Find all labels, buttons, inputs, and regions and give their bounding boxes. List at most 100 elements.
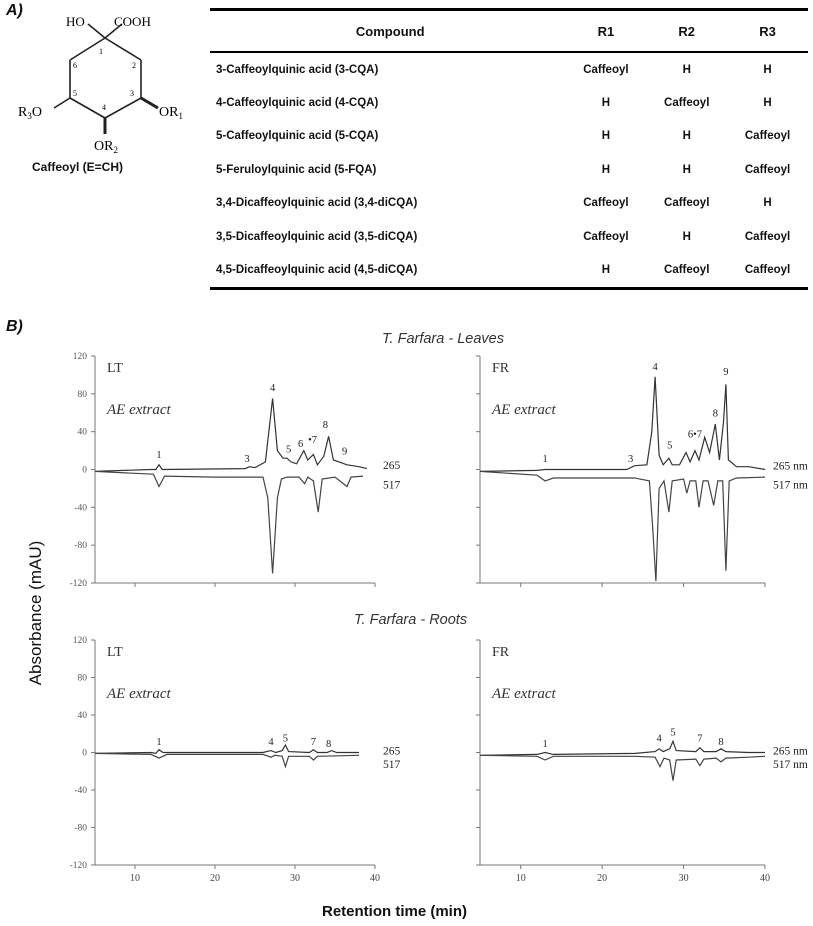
- peak-label: 1: [543, 454, 548, 465]
- structure-pos-2: 2: [132, 61, 136, 70]
- x-tick-label: 30: [290, 873, 300, 884]
- x-tick-label: 10: [516, 873, 526, 884]
- peak-label: 5: [667, 441, 672, 452]
- y-tick-label: 80: [78, 674, 88, 684]
- x-tick-label: 40: [370, 873, 380, 884]
- y-tick-label: -40: [74, 786, 87, 796]
- series-line-517nm: [479, 470, 766, 582]
- structure-pos-6: 6: [73, 61, 77, 70]
- x-tick-label: 20: [597, 873, 607, 884]
- y-tick-label: 40: [78, 428, 88, 438]
- table-row: 3-Caffeoylquinic acid (3-CQA) Caffeoyl H H: [210, 52, 808, 86]
- r1-cell: Caffeoyl: [583, 63, 629, 76]
- peak-label: 3: [244, 454, 249, 465]
- structure-pos-3: 3: [130, 89, 134, 98]
- series-line-265nm: [479, 376, 766, 472]
- peak-label: 4: [652, 362, 658, 373]
- method-label: LT: [107, 645, 123, 660]
- structure-or2: OR2: [94, 139, 118, 155]
- table-row: 5-Feruloylquinic acid (5-FQA) H H Caffeoyl: [210, 153, 808, 186]
- channel-label: 517 nm: [773, 759, 808, 771]
- series-line-517nm: [479, 754, 766, 781]
- leaves-title: T. Farfara - Leaves: [382, 331, 504, 347]
- y-tick-label: 40: [78, 711, 88, 721]
- header-r3: R3: [727, 8, 808, 53]
- channel-label: 265 nm: [383, 746, 400, 758]
- extract-label: AE extract: [491, 402, 557, 418]
- r3-cell: Caffeoyl: [744, 230, 791, 243]
- peak-label: 5: [286, 444, 291, 455]
- y-tick-label: -120: [70, 861, 88, 871]
- compound-name-cell: 4,5-Dicaffeoylquinic acid (4,5-diCQA): [210, 253, 566, 290]
- structure-r3o: R3O: [18, 105, 42, 121]
- peak-label: 9: [723, 367, 728, 378]
- panel-b-letter: B): [6, 318, 23, 335]
- r1-cell: H: [601, 130, 611, 143]
- y-tick-label: -80: [74, 541, 87, 551]
- r2-cell: H: [682, 63, 691, 76]
- y-tick-label: 120: [73, 636, 88, 646]
- channel-label: 517 nm: [773, 480, 808, 492]
- table-row: 4-Caffeoylquinic acid (4-CQA) H Caffeoyl H: [210, 86, 808, 119]
- compound-name-cell: 4-Caffeoylquinic acid (4-CQA): [216, 97, 379, 110]
- y-tick-label: 80: [78, 390, 88, 400]
- r1-cell: H: [601, 163, 611, 176]
- roots-title: T. Farfara - Roots: [354, 612, 468, 628]
- header-compound: Compound: [210, 8, 566, 53]
- method-label: FR: [492, 645, 510, 660]
- compound-table: Compound R1 R2 R3 3-Caffeoylquinic acid …: [210, 8, 808, 290]
- compound-name-cell: 5-Caffeoylquinic acid (5-CQA): [216, 130, 379, 143]
- compound-name-cell: 3-Caffeoylquinic acid (3-CQA): [216, 63, 379, 76]
- method-label: LT: [107, 361, 123, 376]
- header-r2: R2: [646, 8, 728, 53]
- peak-label: 5: [670, 728, 675, 739]
- extract-label: AE extract: [106, 402, 172, 418]
- peak-label: •7: [308, 435, 317, 446]
- structure-or1: OR1: [159, 105, 183, 121]
- peak-label: 8: [718, 737, 723, 748]
- structure-cooh: COOH: [114, 14, 151, 29]
- r3-cell: Caffeoyl: [727, 253, 808, 290]
- table-row: 3,4-Dicaffeoylquinic acid (3,4-diCQA) Caf…: [210, 187, 808, 220]
- chart-leaves-fr: 1 3 4 5 6•7 8 9 265 nm 517 nm FR AE extract: [476, 355, 808, 587]
- method-label: FR: [492, 361, 510, 376]
- peak-label: 9: [342, 446, 347, 457]
- r2-cell: Caffeoyl: [664, 197, 710, 210]
- peak-label: 7: [697, 733, 702, 744]
- r2-cell: H: [682, 230, 691, 243]
- r2-cell: H: [682, 130, 691, 143]
- structure-pos-4: 4: [102, 103, 106, 112]
- caffeoyl-label: Caffeoyl (E=CH): [32, 160, 124, 174]
- r3-cell: Caffeoyl: [744, 130, 791, 143]
- compound-name-cell: 5-Feruloylquinic acid (5-FQA): [216, 163, 377, 176]
- r3-cell: Caffeoyl: [744, 163, 791, 176]
- y-tick-label: 0: [82, 749, 87, 759]
- y-tick-label: -40: [74, 503, 87, 513]
- y-tick-label: 0: [82, 466, 87, 476]
- peak-label: 6•7: [688, 429, 702, 440]
- channel-label: 265 nm: [773, 461, 808, 473]
- x-tick-label: 20: [210, 873, 220, 884]
- compound-name-cell: 3,5-Dicaffeoylquinic acid (3,5-diCQA): [216, 230, 418, 243]
- peak-label: 7: [311, 737, 316, 748]
- r2-cell: Caffeoyl: [646, 253, 728, 290]
- structure-ho: HO: [66, 14, 85, 29]
- r2-cell: H: [682, 163, 691, 176]
- extract-label: AE extract: [491, 686, 557, 702]
- r3-cell: H: [763, 197, 772, 210]
- panel-a-letter: A): [6, 2, 23, 19]
- structure-pos-5: 5: [73, 89, 77, 98]
- series-line-265nm: [94, 398, 368, 472]
- peak-label: 8: [323, 420, 328, 431]
- quinic-acid-structure: HO COOH 1 2 3 4 5 6 OR1 OR2 R3O: [18, 14, 183, 155]
- peak-label: 1: [156, 450, 161, 461]
- r3-cell: H: [763, 97, 772, 110]
- compound-name-cell: 3,4-Dicaffeoylquinic acid (3,4-diCQA): [216, 197, 418, 210]
- table-row: 5-Caffeoylquinic acid (5-CQA) H H Caffeoyl: [210, 120, 808, 153]
- table-row: 4,5-Dicaffeoylquinic acid (4,5-diCQA) H Ca…: [210, 253, 808, 290]
- r1-cell: H: [601, 97, 611, 110]
- table-row: 3,5-Dicaffeoylquinic acid (3,5-diCQA) Caf…: [210, 220, 808, 253]
- peak-label: 4: [270, 383, 276, 394]
- peak-label: 1: [156, 737, 161, 748]
- chart-leaves-lt: 120 80 40 0 -40 -80 -120 1 3 4 56 •7 8 9 265 nm 517 nm L…: [70, 352, 400, 589]
